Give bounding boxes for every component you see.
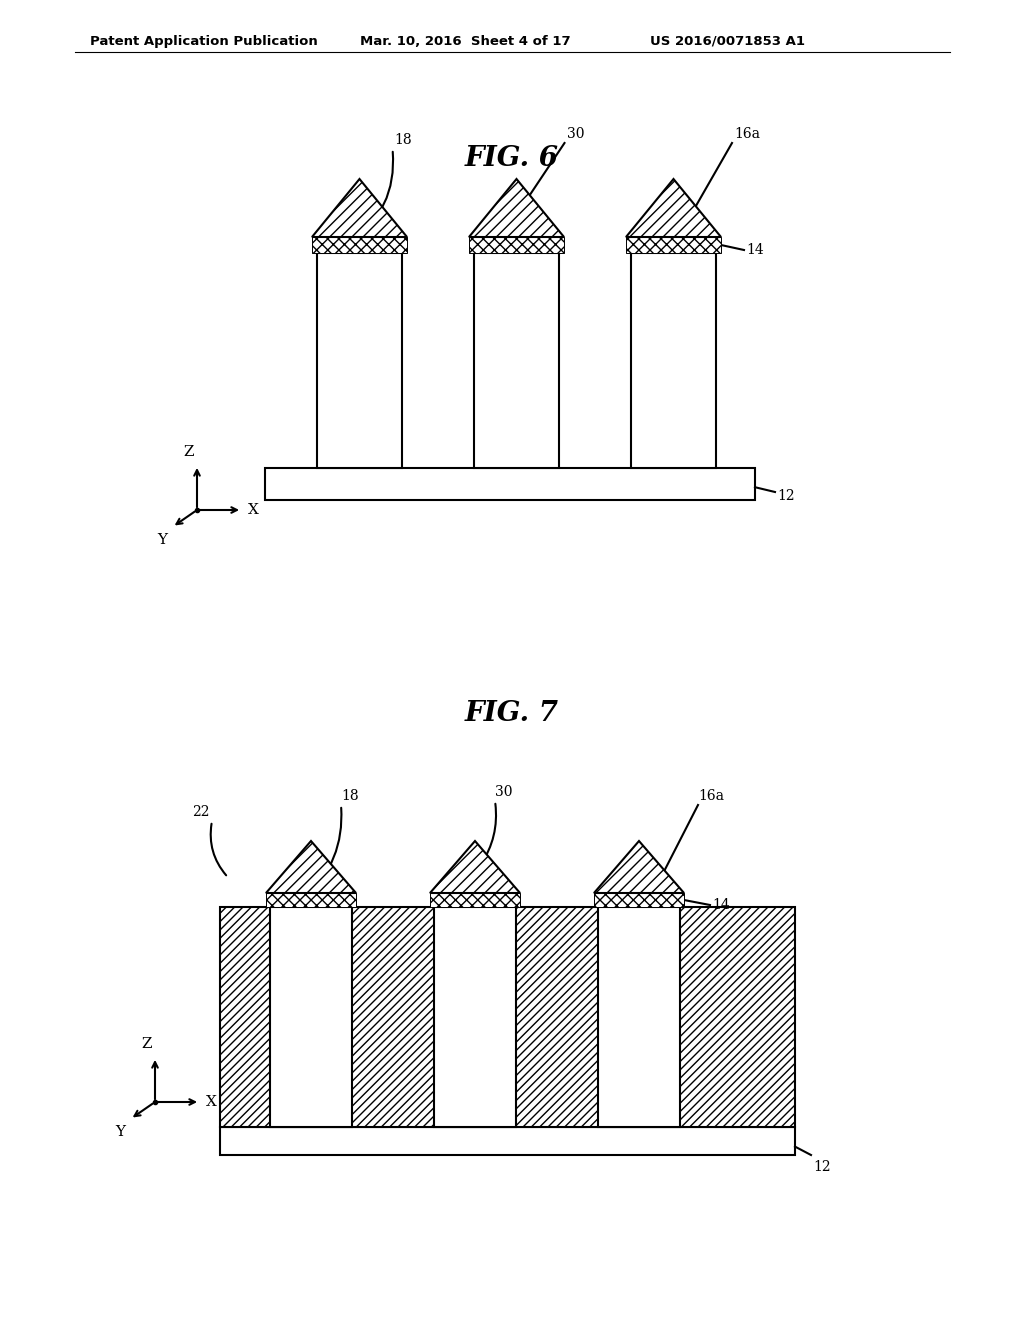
Text: 14: 14 [712, 898, 730, 912]
Bar [434, 907, 516, 1127]
Polygon shape [626, 180, 721, 238]
Text: 16a: 16a [698, 789, 724, 803]
Text: X: X [248, 503, 259, 517]
Bar [220, 907, 795, 1127]
FancyArrowPatch shape [211, 824, 226, 875]
Text: X: X [206, 1096, 217, 1109]
Polygon shape [594, 841, 684, 894]
Text: 12: 12 [777, 488, 795, 503]
Bar [474, 253, 559, 469]
FancyArrowPatch shape [305, 808, 341, 898]
FancyArrowPatch shape [480, 804, 496, 865]
Text: FIG. 7: FIG. 7 [465, 700, 559, 727]
Polygon shape [430, 841, 520, 894]
Bar [598, 907, 680, 1127]
Bar [430, 894, 520, 907]
Polygon shape [469, 180, 564, 238]
Text: Patent Application Publication: Patent Application Publication [90, 36, 317, 48]
Text: 18: 18 [341, 789, 358, 803]
Text: 30: 30 [495, 785, 512, 799]
Polygon shape [266, 841, 356, 894]
Bar [469, 238, 564, 253]
Text: 18: 18 [394, 133, 412, 147]
Text: Z: Z [183, 445, 195, 459]
FancyArrowPatch shape [349, 152, 393, 243]
Bar [626, 238, 721, 253]
Text: Y: Y [158, 533, 167, 546]
Text: Mar. 10, 2016  Sheet 4 of 17: Mar. 10, 2016 Sheet 4 of 17 [360, 36, 570, 48]
Bar [312, 238, 407, 253]
Bar [317, 253, 402, 469]
Bar [594, 894, 684, 907]
Bar [265, 469, 755, 500]
Bar [220, 1127, 795, 1155]
Bar [270, 907, 352, 1127]
Text: 22: 22 [193, 805, 210, 818]
Polygon shape [312, 180, 407, 238]
Text: 30: 30 [566, 127, 584, 141]
Text: Z: Z [141, 1038, 153, 1051]
Text: US 2016/0071853 A1: US 2016/0071853 A1 [650, 36, 805, 48]
Bar [631, 253, 716, 469]
Text: 12: 12 [813, 1160, 830, 1173]
Bar [266, 894, 356, 907]
Text: 14: 14 [746, 243, 764, 257]
Text: FIG. 6: FIG. 6 [465, 145, 559, 172]
Text: Y: Y [116, 1125, 125, 1139]
Text: 16a: 16a [734, 127, 760, 141]
